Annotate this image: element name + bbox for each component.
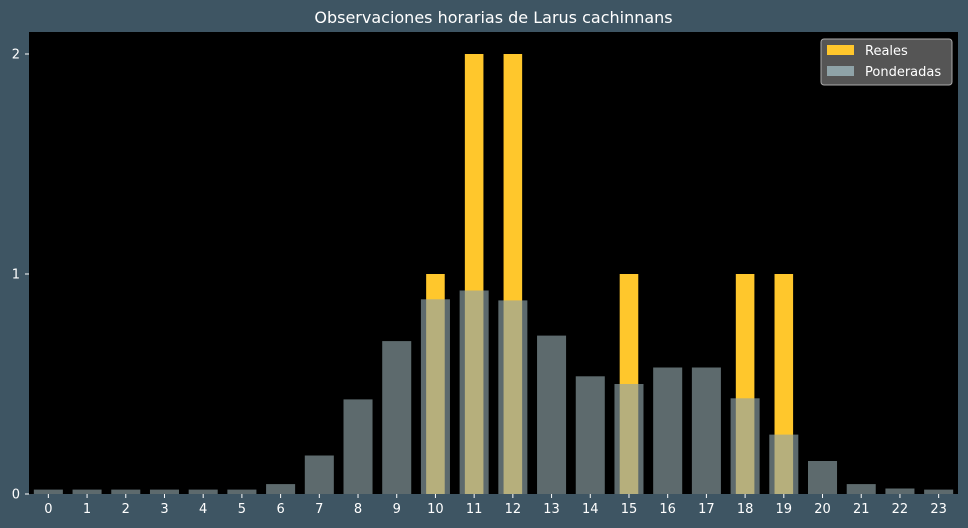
x-tick-label-17: 17: [698, 502, 715, 517]
bar-ponderadas-20: [808, 461, 838, 494]
bar-ponderadas-0: [33, 489, 63, 494]
x-tick-label-19: 19: [776, 502, 793, 517]
bar-ponderadas-14: [575, 376, 605, 494]
bar-ponderadas-19: [769, 434, 799, 494]
legend-label-reales: Reales: [865, 44, 908, 59]
x-tick-label-11: 11: [466, 502, 483, 517]
bar-ponderadas-21: [846, 484, 876, 494]
x-tick-label-9: 9: [393, 502, 401, 517]
plot-area: [29, 32, 958, 494]
bar-ponderadas-11: [459, 290, 489, 494]
bar-ponderadas-23: [924, 489, 954, 494]
x-tick-label-18: 18: [737, 502, 754, 517]
x-tick-label-5: 5: [238, 502, 246, 517]
bar-ponderadas-15: [614, 384, 644, 494]
x-axis: 0 1 2 3 4 5 6 7 8 9 10 11 12 13 14 15 16 17 18 19 20 21 22 23: [44, 494, 947, 517]
series-ponderadas-bars: [33, 290, 954, 494]
x-tick-label-3: 3: [160, 502, 168, 517]
bar-ponderadas-13: [537, 335, 567, 494]
bar-ponderadas-22: [885, 488, 915, 494]
x-tick-label-21: 21: [853, 502, 870, 517]
bar-ponderadas-8: [343, 399, 373, 494]
x-tick-label-1: 1: [83, 502, 91, 517]
x-tick-label-10: 10: [427, 502, 444, 517]
bar-ponderadas-9: [382, 341, 412, 494]
x-tick-label-4: 4: [199, 502, 207, 517]
x-tick-label-8: 8: [354, 502, 362, 517]
legend-swatch-reales: [827, 45, 854, 55]
bar-ponderadas-6: [266, 484, 296, 494]
bar-ponderadas-12: [498, 300, 528, 494]
x-tick-label-16: 16: [659, 502, 676, 517]
bar-ponderadas-18: [730, 398, 760, 494]
x-tick-label-0: 0: [44, 502, 52, 517]
x-tick-label-15: 15: [621, 502, 638, 517]
bar-ponderadas-4: [188, 489, 218, 494]
y-tick-label-1: 1: [12, 268, 20, 283]
x-tick-label-12: 12: [505, 502, 522, 517]
bar-ponderadas-16: [653, 367, 683, 494]
x-tick-label-13: 13: [543, 502, 560, 517]
bar-ponderadas-17: [691, 367, 721, 494]
bar-ponderadas-5: [227, 489, 257, 494]
bar-ponderadas-1: [72, 489, 102, 494]
x-tick-label-20: 20: [814, 502, 831, 517]
legend-label-ponderadas: Ponderadas: [865, 65, 941, 80]
x-tick-label-7: 7: [315, 502, 323, 517]
bar-ponderadas-10: [420, 299, 450, 494]
bar-ponderadas-3: [149, 489, 179, 494]
chart-title: Observaciones horarias de Larus cachinna…: [314, 8, 672, 27]
x-tick-label-6: 6: [276, 502, 284, 517]
bar-ponderadas-2: [111, 489, 141, 494]
x-tick-label-23: 23: [930, 502, 947, 517]
y-tick-label-0: 0: [12, 488, 20, 503]
x-tick-label-22: 22: [892, 502, 909, 517]
bar-ponderadas-7: [304, 455, 334, 494]
legend-swatch-ponderadas: [827, 66, 854, 76]
legend: Reales Ponderadas: [820, 38, 953, 86]
x-tick-label-14: 14: [582, 502, 599, 517]
y-axis: 0 1 2: [12, 48, 29, 503]
x-tick-label-2: 2: [122, 502, 130, 517]
y-tick-label-2: 2: [12, 48, 20, 63]
